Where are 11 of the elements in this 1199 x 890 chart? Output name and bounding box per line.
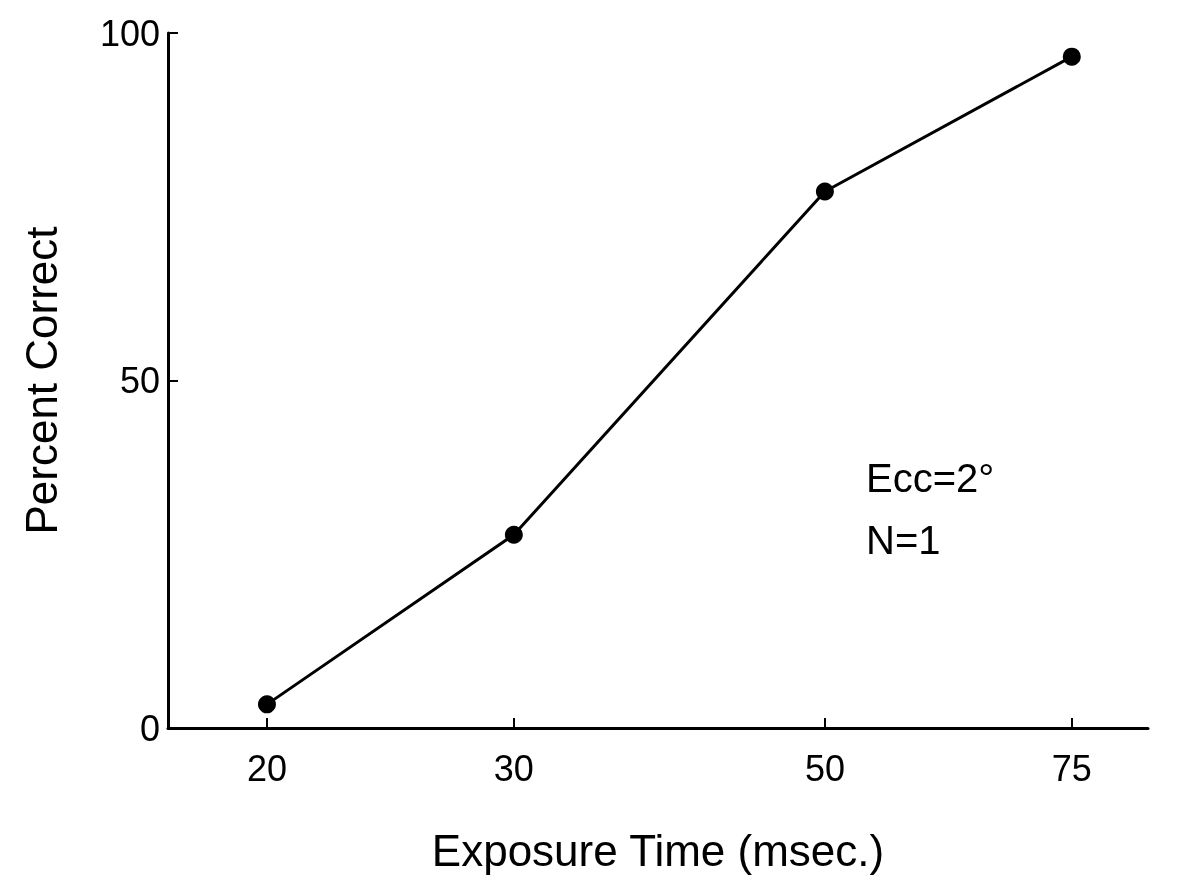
annotation: N=1	[866, 518, 941, 562]
y-tick-label: 0	[139, 707, 160, 749]
x-tick-label: 20	[246, 747, 287, 789]
x-axis-title: Exposure Time (msec.)	[431, 825, 885, 875]
annotation: Ecc=2°	[866, 456, 995, 500]
x-tick-label: 30	[493, 747, 534, 789]
x-tick-label: 75	[1051, 747, 1092, 789]
y-axis-title: Percent Correct	[16, 226, 66, 535]
y-tick-label: 50	[119, 360, 160, 401]
y-tick-label: 100	[99, 12, 160, 54]
x-tick-label: 50	[804, 747, 845, 789]
